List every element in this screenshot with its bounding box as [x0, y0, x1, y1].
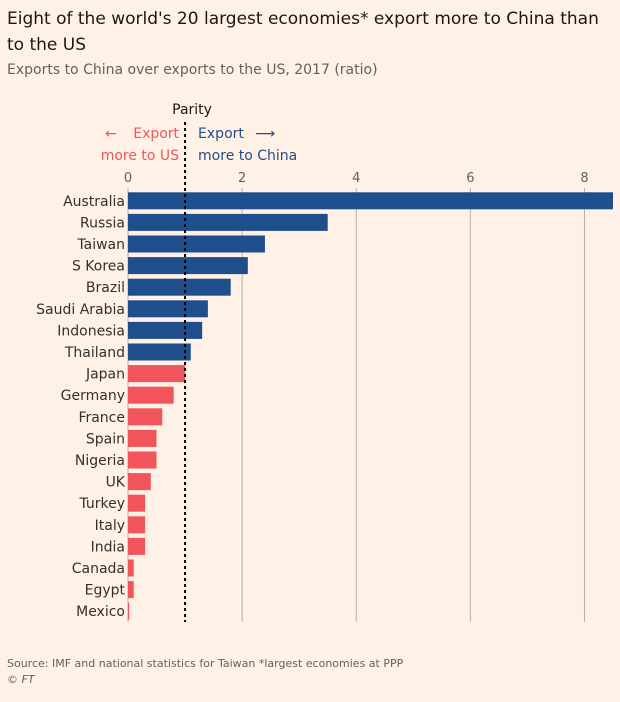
category-label: Thailand: [64, 345, 125, 361]
chart-subtitle: Exports to China over exports to the US,…: [7, 62, 378, 78]
annotation-china-line2: more to China: [198, 148, 297, 164]
bar-egypt: [128, 581, 134, 599]
category-label: S Korea: [72, 259, 125, 275]
bar-italy: [128, 516, 146, 534]
category-label: Germany: [61, 388, 125, 404]
category-label: UK: [106, 475, 126, 491]
bar-russia: [128, 213, 328, 231]
bar-thailand: [128, 343, 191, 361]
x-tick-label: 4: [352, 171, 360, 186]
bar-s-korea: [128, 257, 248, 275]
category-label: India: [91, 539, 125, 555]
category-labels: Australia Russia Taiwan S Korea Brazil Saudi …: [36, 194, 126, 620]
x-tick-label: 0: [124, 171, 132, 186]
bar-india: [128, 537, 146, 555]
bar-saudi-arabia: [128, 300, 208, 318]
bar-brazil: [128, 278, 231, 296]
annotation-china-line1: Export: [198, 126, 244, 142]
bar-nigeria: [128, 451, 157, 469]
parity-label: Parity: [172, 102, 212, 118]
category-label: Spain: [86, 431, 125, 447]
category-label: Egypt: [85, 583, 126, 599]
category-label: Brazil: [86, 280, 125, 296]
bar-mexico: [128, 602, 130, 620]
category-label: France: [78, 410, 125, 426]
category-label: Mexico: [76, 604, 125, 620]
bar-australia: [128, 192, 613, 210]
category-label: Russia: [80, 215, 125, 231]
bar-canada: [128, 559, 134, 577]
category-label: Turkey: [78, 496, 125, 512]
left-arrow-icon: ←: [105, 126, 117, 142]
bar-chart: Australia Russia Taiwan S Korea Brazil Saudi …: [36, 102, 613, 622]
bar-indonesia: [128, 321, 203, 339]
source-note: Source: IMF and national statistics for …: [7, 657, 404, 670]
bar-turkey: [128, 494, 146, 512]
gridlines: [127, 188, 585, 622]
category-label: Indonesia: [57, 323, 125, 339]
credit: © FT: [7, 673, 35, 686]
x-tick-labels: 0 2 4 6 8: [124, 171, 589, 186]
category-label: Australia: [63, 194, 125, 210]
annotation-us-line1: Export: [133, 126, 179, 142]
bar-spain: [128, 429, 157, 447]
chart-title: Eight of the world's 20 largest economie…: [7, 9, 599, 55]
bar-france: [128, 408, 163, 426]
x-tick-label: 6: [466, 171, 474, 186]
category-label: Italy: [95, 518, 125, 534]
bars: [128, 192, 613, 620]
bar-taiwan: [128, 235, 265, 253]
right-arrow-icon: ⟶: [255, 126, 275, 142]
category-label: Taiwan: [76, 237, 125, 253]
category-label: Japan: [85, 367, 125, 383]
bar-germany: [128, 386, 174, 404]
category-label: Saudi Arabia: [36, 302, 125, 318]
category-label: Nigeria: [75, 453, 125, 469]
annotation-us-line2: more to US: [101, 148, 179, 164]
x-tick-label: 8: [580, 171, 588, 186]
bar-uk: [128, 473, 151, 491]
bar-japan: [128, 365, 186, 383]
x-tick-label: 2: [238, 171, 246, 186]
category-label: Canada: [72, 561, 125, 577]
